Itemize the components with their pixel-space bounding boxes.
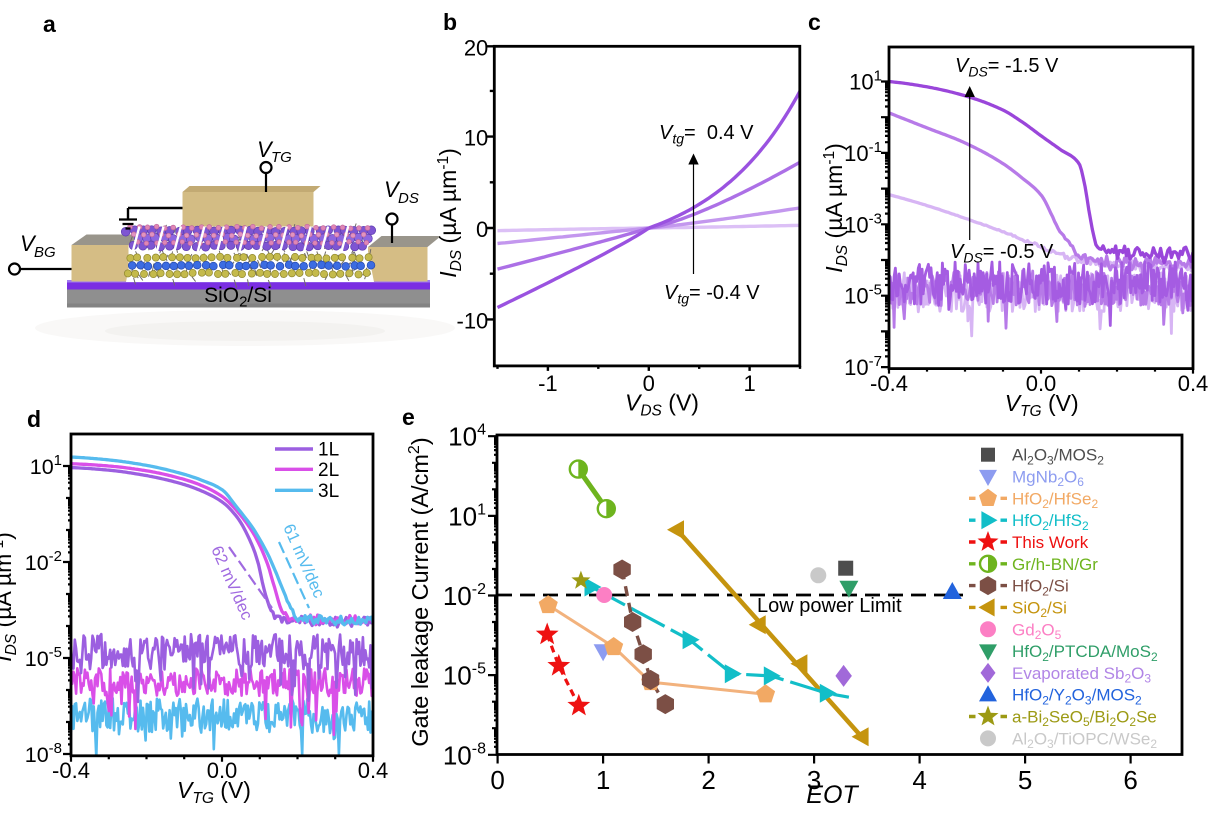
svg-text:10-3: 10-3	[844, 210, 882, 237]
svg-text:1: 1	[743, 371, 755, 396]
svg-text:c: c	[808, 9, 821, 35]
svg-text:VDS (V): VDS (V)	[625, 390, 699, 420]
svg-text:Gd2​O5​: Gd2​O5​	[1012, 620, 1062, 642]
svg-text:This Work: This Work	[1012, 533, 1089, 552]
svg-text:V: V	[257, 137, 274, 162]
svg-text:Al2​O3​/MOS2​: Al2​O3​/MOS2​	[1012, 446, 1104, 468]
svg-text:SiO2​/Si: SiO2​/Si	[204, 284, 272, 311]
svg-text:V: V	[384, 177, 401, 202]
svg-text:Gr/h-BN/Gr: Gr/h-BN/Gr	[1012, 555, 1098, 574]
svg-text:VDS= -1.5 V: VDS= -1.5 V	[955, 55, 1059, 80]
svg-text:6: 6	[1123, 765, 1137, 795]
svg-text:10: 10	[464, 126, 488, 151]
svg-text:10-5: 10-5	[844, 282, 882, 309]
svg-text:101: 101	[30, 452, 62, 479]
svg-text:0: 0	[643, 371, 655, 396]
svg-text:DS: DS	[398, 190, 419, 207]
svg-text:3: 3	[807, 765, 821, 795]
svg-text:2L: 2L	[318, 460, 339, 481]
svg-text:e: e	[402, 404, 415, 430]
svg-text:a: a	[43, 11, 56, 37]
svg-text:Al2​O3​/TiOPC/WSe2​: Al2​O3​/TiOPC/WSe2​	[1012, 729, 1157, 751]
svg-text:a-Bi2​SeO5​/Bi2​O2​Se: a-Bi2​SeO5​/Bi2​O2​Se	[1012, 708, 1157, 730]
svg-text:d: d	[27, 406, 41, 432]
svg-text:HfO2​/Y2​O3​/MOS2​: HfO2​/Y2​O3​/MOS2​	[1012, 686, 1142, 708]
svg-text:0.0: 0.0	[1026, 371, 1057, 396]
svg-text:10-2: 10-2	[443, 581, 486, 611]
svg-text:0.4: 0.4	[1178, 371, 1209, 396]
svg-text:1L: 1L	[318, 440, 339, 461]
svg-text:EOT: EOT	[806, 781, 859, 809]
svg-text:Vtg= 0.4 V: Vtg= 0.4 V	[659, 122, 754, 147]
svg-text:-10: -10	[457, 308, 489, 333]
svg-text:Low power Limit: Low power Limit	[757, 595, 902, 617]
svg-text:HfO2​/HfS2​: HfO2​/HfS2​	[1012, 511, 1089, 533]
svg-text:0: 0	[490, 765, 504, 795]
svg-text:TG: TG	[271, 149, 292, 166]
svg-text:b: b	[443, 9, 457, 35]
svg-text:20: 20	[464, 35, 488, 60]
svg-text:10-8: 10-8	[25, 740, 62, 767]
svg-text:VTG (V): VTG (V)	[1005, 390, 1079, 420]
svg-text:0: 0	[476, 217, 488, 242]
svg-text:BG: BG	[34, 244, 56, 261]
svg-text:VTG (V): VTG (V)	[177, 777, 251, 807]
svg-text:-0.4: -0.4	[870, 371, 908, 396]
svg-text:0.4: 0.4	[358, 758, 389, 783]
svg-text:10-8: 10-8	[443, 740, 486, 770]
svg-text:IDS (µA µm-1): IDS (µA µm-1)	[435, 148, 465, 278]
svg-text:HfO2​/Si: HfO2​/Si	[1012, 577, 1069, 599]
svg-text:4: 4	[912, 765, 926, 795]
svg-text:V: V	[20, 231, 37, 256]
svg-text:-1: -1	[538, 371, 558, 396]
svg-text:Vtg= -0.4 V: Vtg= -0.4 V	[664, 282, 760, 307]
svg-text:HfO2​/PTCDA/MoS2​: HfO2​/PTCDA/MoS2​	[1012, 642, 1158, 664]
svg-text:5: 5	[1018, 765, 1032, 795]
svg-text:10-1: 10-1	[844, 139, 882, 166]
svg-text:Gate leakage Current (A/cm2): Gate leakage Current (A/cm2)	[406, 437, 433, 746]
svg-text:HfO2​/HfSe2​: HfO2​/HfSe2​	[1012, 489, 1098, 511]
svg-text:VDS= -0.5 V: VDS= -0.5 V	[950, 241, 1054, 266]
svg-text:0.0: 0.0	[207, 758, 238, 783]
svg-text:IDS (µA µm-1): IDS (µA µm-1)	[821, 143, 851, 273]
svg-text:1: 1	[596, 765, 610, 795]
svg-text:3L: 3L	[318, 481, 339, 502]
svg-text:Evaporated Sb2​O3​: Evaporated Sb2​O3​	[1012, 664, 1151, 686]
svg-text:MgNb2​O6​: MgNb2​O6​	[1012, 468, 1084, 490]
svg-text:-0.4: -0.4	[52, 758, 90, 783]
svg-text:2: 2	[701, 765, 715, 795]
svg-text:IDS (µA µm-1): IDS (µA µm-1)	[0, 532, 20, 662]
svg-text:SiO2​/Si: SiO2​/Si	[1012, 598, 1067, 620]
